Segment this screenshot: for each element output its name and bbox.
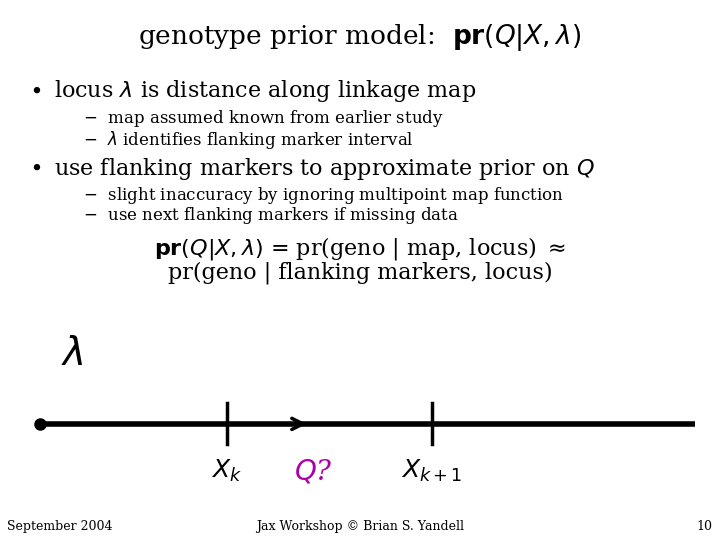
Text: $-$  slight inaccuracy by ignoring multipoint map function: $-$ slight inaccuracy by ignoring multip… <box>83 185 564 206</box>
Text: $-$  use next flanking markers if missing data: $-$ use next flanking markers if missing… <box>83 205 459 226</box>
Text: Jax Workshop © Brian S. Yandell: Jax Workshop © Brian S. Yandell <box>256 520 464 533</box>
Text: $-$  map assumed known from earlier study: $-$ map assumed known from earlier study <box>83 108 444 129</box>
Text: use flanking markers to approximate prior on $Q$: use flanking markers to approximate prio… <box>54 156 595 181</box>
Text: $\lambda$: $\lambda$ <box>61 335 84 373</box>
Text: 10: 10 <box>697 520 713 533</box>
Text: $X_{k+1}$: $X_{k+1}$ <box>401 457 463 484</box>
Text: $Q$?: $Q$? <box>294 457 333 485</box>
Text: $X_k$: $X_k$ <box>212 457 242 484</box>
Text: $\bullet$: $\bullet$ <box>29 156 41 178</box>
Text: September 2004: September 2004 <box>7 520 113 533</box>
Text: locus $\lambda$ is distance along linkage map: locus $\lambda$ is distance along linkag… <box>54 78 477 104</box>
Text: $\bullet$: $\bullet$ <box>29 78 41 100</box>
Text: $\mathbf{pr}(Q|X, \lambda)$ = pr(geno | map, locus) $\approx$: $\mathbf{pr}(Q|X, \lambda)$ = pr(geno | … <box>154 235 566 262</box>
Text: $-$  $\lambda$ identifies flanking marker interval: $-$ $\lambda$ identifies flanking marker… <box>83 129 413 151</box>
Text: pr(geno | flanking markers, locus): pr(geno | flanking markers, locus) <box>168 261 552 284</box>
Text: genotype prior model:  $\mathbf{pr}(Q|X, \lambda)$: genotype prior model: $\mathbf{pr}(Q|X, … <box>138 22 582 52</box>
